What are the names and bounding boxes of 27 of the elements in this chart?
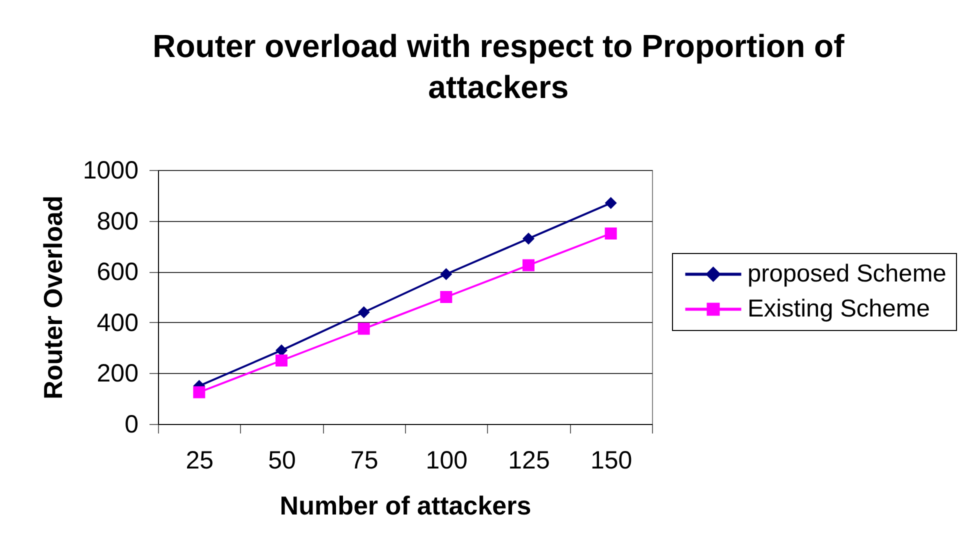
x-tick-label: 125 (508, 446, 550, 474)
point (358, 322, 370, 335)
point (358, 306, 370, 318)
x-tick-label: 150 (590, 446, 632, 474)
point (193, 386, 206, 398)
point (522, 259, 534, 272)
x-axis-title: Number of attackers (280, 490, 532, 520)
y-tick-label: 400 (96, 308, 138, 337)
legend-label: proposed Scheme (748, 260, 946, 288)
x-tick-label: 25 (186, 446, 214, 474)
point (276, 354, 288, 366)
y-axis-title: Router Overload (38, 196, 68, 400)
chart-title: Router overload with respect to Proportion of attackers (152, 28, 845, 105)
legend-label: Existing Scheme (748, 295, 930, 322)
y-tick-label: 1000 (82, 156, 138, 184)
point (604, 228, 617, 240)
x-tick-label: 100 (426, 446, 468, 474)
y-tick-label: 200 (96, 360, 138, 388)
x-tick-label: 50 (268, 446, 296, 474)
point (440, 291, 452, 303)
point (440, 268, 452, 280)
point (604, 197, 617, 210)
point (522, 232, 534, 245)
y-tick-label: 600 (96, 258, 138, 286)
y-tick-label: 0 (124, 410, 138, 438)
x-tick-label: 75 (350, 446, 378, 474)
y-tick-label: 800 (96, 207, 138, 236)
